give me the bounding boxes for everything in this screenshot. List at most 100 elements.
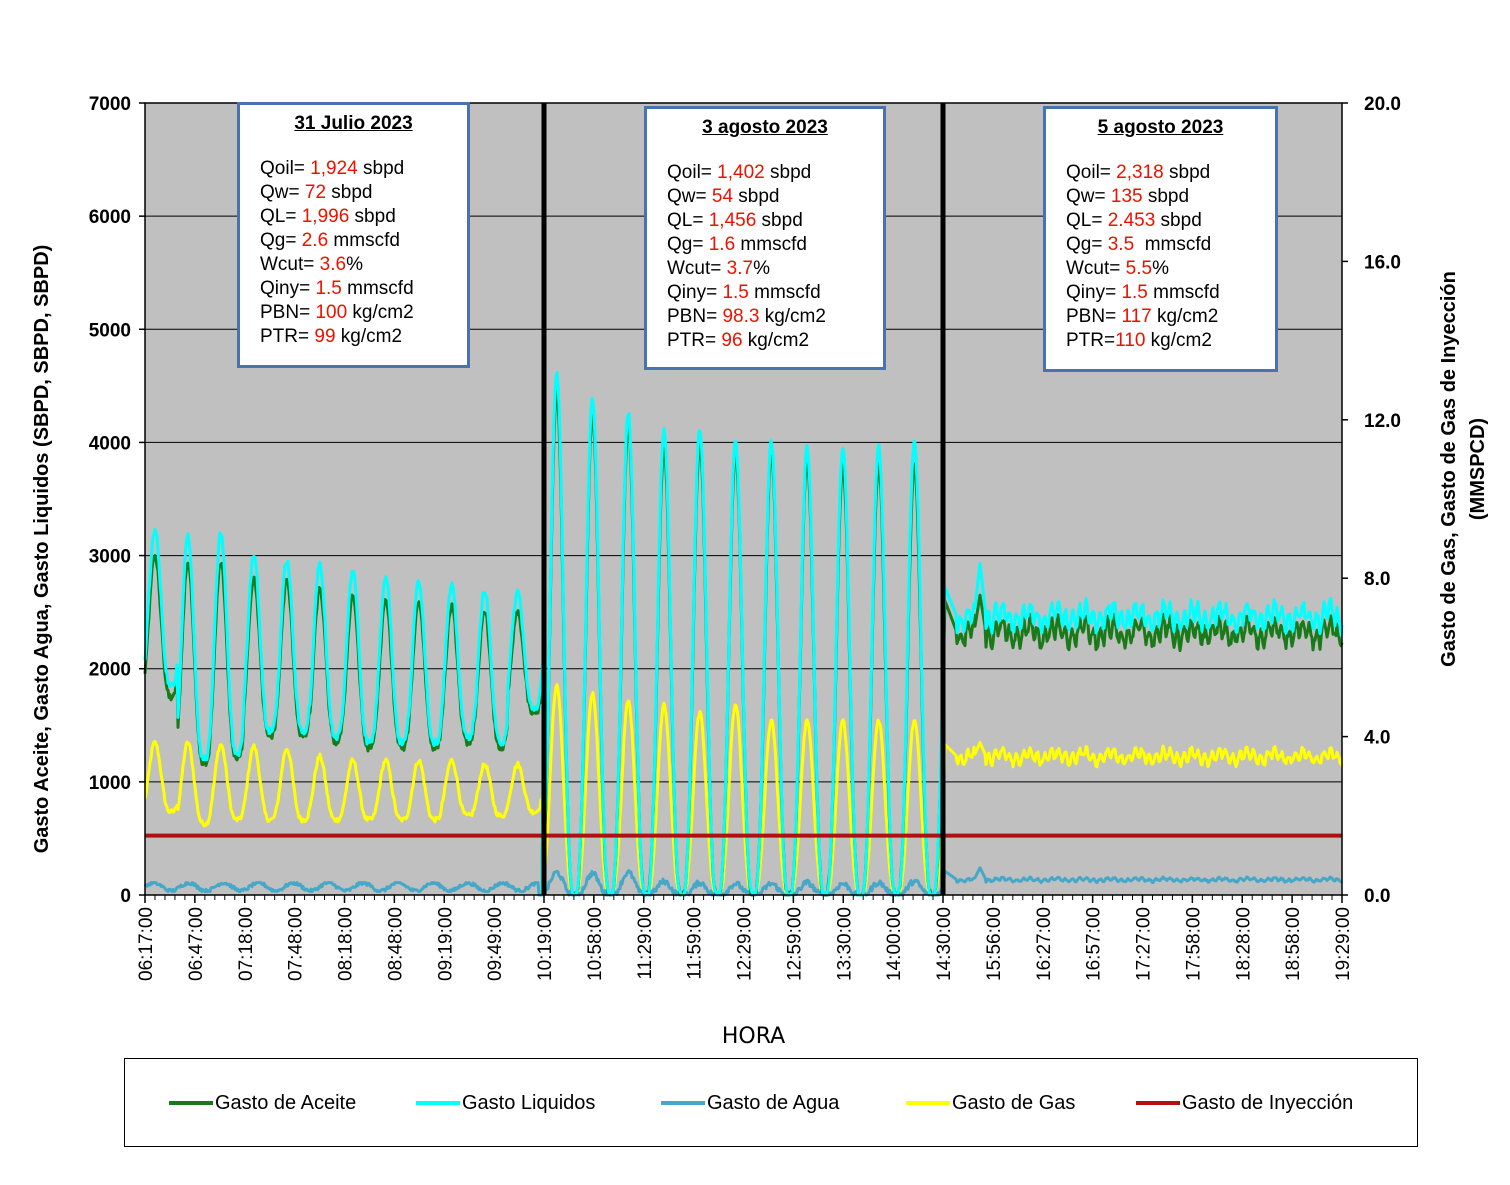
legend-label: Gasto de Agua [707,1091,840,1114]
annotation-line: Qiny= 1.5 mmscfd [667,281,863,305]
y-axis-right-label: Gasto de Gas, Gasto de Gas de Inyección [1438,271,1460,667]
x-tick-label: 07:18:00 [236,907,257,981]
annotation-unit: kg/cm2 [1151,306,1219,327]
annotation-unit: kg/cm2 [742,330,810,351]
annotation-unit: mmscfd [341,278,414,299]
x-tick-label: 12:29:00 [735,907,756,981]
annotation-unit: kg/cm2 [335,326,403,347]
annotation-line: Qw= 72 sbpd [260,181,447,205]
annotation-label: PBN= [667,306,723,327]
x-tick-label: 14:30:00 [934,907,955,981]
x-tick-label: 10:58:00 [585,907,606,981]
x-tick-label: 17:58:00 [1183,907,1204,981]
annotation-value: 5.5 [1125,258,1153,279]
x-tick-label: 13:30:00 [834,907,855,981]
annotation-value: 1.5 [1121,282,1148,303]
y-left-tick-label: 4000 [89,433,131,454]
annotation-value: 3.5 [1107,234,1135,255]
x-tick-label: 11:59:00 [685,907,706,980]
annotation-label: Qw= [667,186,712,207]
annotation-unit: % [1152,258,1169,279]
legend-item: Gasto de Agua [661,1091,839,1115]
y-left-tick-label: 6000 [89,207,131,228]
x-axis-label: HORA [722,1024,785,1049]
annotation-line: Qiny= 1.5 mmscfd [260,277,447,301]
x-tick-label: 18:28:00 [1233,907,1254,981]
x-tick-label: 08:48:00 [385,907,406,981]
annotation-line: PTR= 99 kg/cm2 [260,325,447,349]
annotation-unit: kg/cm2 [347,302,414,323]
series-line-liquid [143,371,1344,897]
annotation-label: PBN= [260,302,316,323]
legend-item: Gasto de Inyección [1136,1091,1353,1115]
x-tick-label: 11:29:00 [635,907,656,980]
x-tick-label: 07:48:00 [286,907,307,981]
x-tick-label: 08:18:00 [336,907,357,981]
annotation-value: 117 [1121,306,1152,327]
annotation-label: PTR= [667,330,722,351]
annotation-unit: sbpd [1142,186,1190,207]
annotation-unit: sbpd [1163,162,1211,183]
legend-swatch [1136,1101,1180,1105]
y-axis-left-label: Gasto Aceite, Gasto Agua, Gasto Liquidos… [31,245,53,854]
series-layer [143,371,1344,897]
annotation-label: QL= [260,206,302,227]
annotation-line: Qoil= 1,924 sbpd [260,157,447,181]
annotation-value: 72 [304,182,327,203]
x-tick-label: 10:19:00 [535,907,556,981]
annotation-value: 1,924 [310,158,358,179]
x-tick-label: 09:19:00 [435,907,456,981]
annotation-value: 2.6 [301,230,329,251]
annotation-value: 1,456 [708,210,757,231]
annotation-line: PBN= 98.3 kg/cm2 [667,305,863,329]
y-left-tick-label: 2000 [89,660,131,681]
annotation-value: 3.6 [319,254,347,275]
series-line-gas [143,683,1344,897]
x-tick-label: 16:57:00 [1084,907,1105,981]
annotation-value: 110 [1115,330,1146,351]
annotation-line: Qg= 2.6 mmscfd [260,229,447,253]
annotation-label: Qg= [667,234,709,255]
x-tick-label: 16:27:00 [1034,907,1055,981]
annotation-line: Qg= 3.5 mmscfd [1066,233,1255,257]
x-tick-label: 12:59:00 [784,907,805,981]
y-right-tick-label: 16.0 [1364,252,1401,273]
annotation-label: Qg= [1066,234,1108,255]
annotation-unit: mmscfd [1147,282,1220,303]
legend-item: Gasto de Aceite [169,1091,356,1115]
annotation-unit: sbpd [357,158,405,179]
annotation-unit: kg/cm2 [759,306,826,327]
period-separators [541,103,946,895]
annotation-unit: sbpd [733,186,780,207]
annotation-line: Qw= 135 sbpd [1066,185,1255,209]
annotation-value: 96 [721,330,743,351]
annotation-label: QL= [1066,210,1108,231]
x-tick-label: 15:56:00 [984,907,1005,981]
annotation-value: 2.453 [1107,210,1156,231]
annotation-title: 31 Julio 2023 [294,113,413,134]
annotation-value: 3.7 [726,258,754,279]
annotation-label: Qg= [260,230,302,251]
legend-item: Gasto Liquidos [416,1091,595,1115]
annotation-line: QL= 1,456 sbpd [667,209,863,233]
y-left-tick-label: 1000 [89,773,131,794]
annotation-unit: sbpd [326,182,373,203]
annotation-unit: % [753,258,770,279]
annotation-line: PBN= 117 kg/cm2 [1066,305,1255,329]
annotation-line: Wcut= 3.6% [260,253,447,277]
annotation-label: QL= [667,210,709,231]
annotation-value: 1.5 [315,278,342,299]
annotation-label: PTR= [260,326,315,347]
x-tick-label: 17:27:00 [1134,907,1155,981]
annotation-box: 31 Julio 2023 Qoil= 1,924 sbpd Qw= 72 sbpd… [237,102,470,368]
annotation-label: Wcut= [1066,258,1126,279]
annotation-unit: mmscfd [735,234,807,255]
annotation-value: 54 [711,186,734,207]
annotation-value: 2,318 [1116,162,1164,183]
annotation-value: 135 [1110,186,1143,207]
annotation-value: 100 [315,302,348,323]
annotation-line: Qw= 54 sbpd [667,185,863,209]
y-left-tick-label: 3000 [89,547,131,568]
annotation-unit: mmscfd [748,282,821,303]
annotation-label: Qoil= [667,162,718,183]
